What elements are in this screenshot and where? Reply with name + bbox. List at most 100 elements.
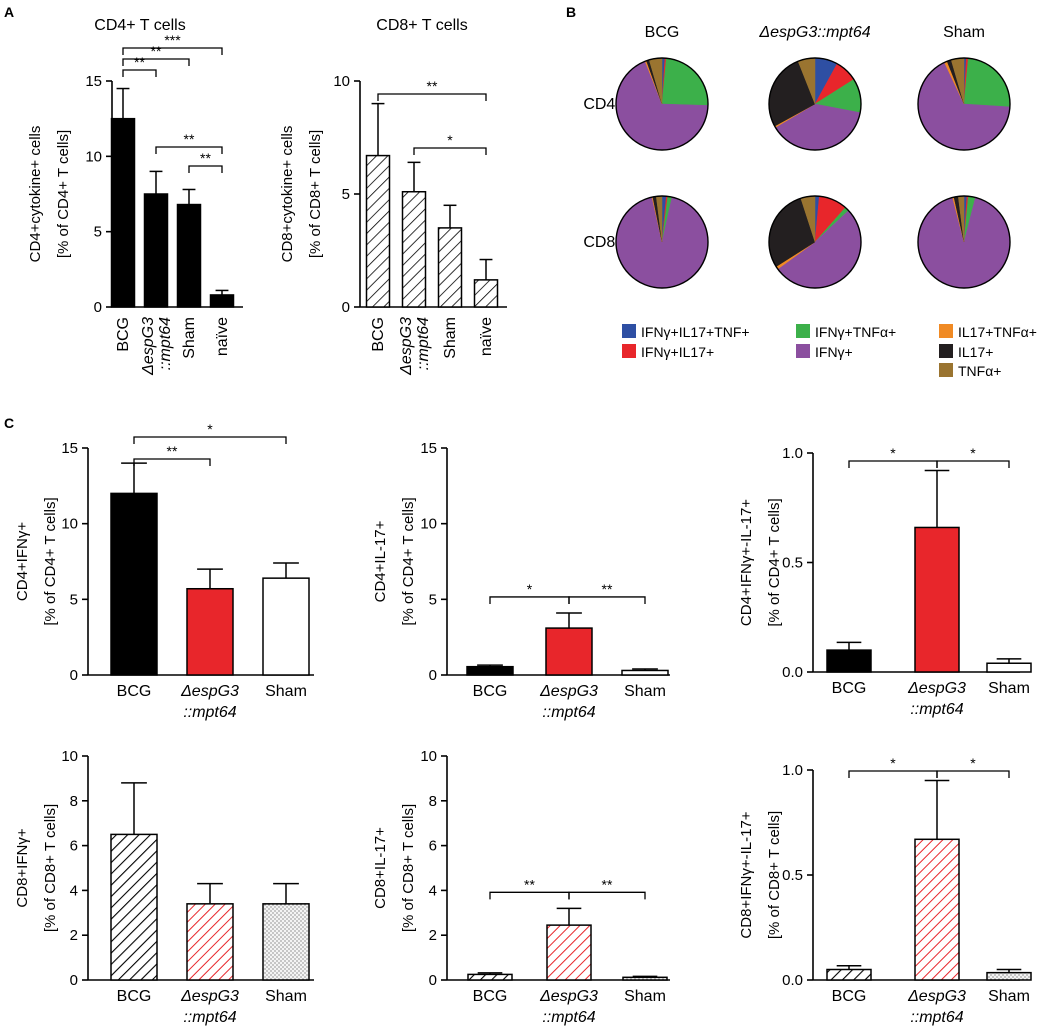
y-tick-label: 10 bbox=[61, 748, 78, 765]
significance-bracket bbox=[848, 770, 938, 778]
y-axis-label: CD4+IL-17+ bbox=[372, 520, 389, 602]
y-axis-label: [% of CD4+ T cells] bbox=[400, 497, 417, 625]
bar-chart-c2: 0 5 10 15 CD4+IL-17+ [% of CD4+ T cells] BCG Δe… bbox=[372, 440, 670, 721]
pie-outline bbox=[917, 57, 1011, 151]
y-tick-label: 0 bbox=[94, 299, 102, 316]
legend-label: TNFα+ bbox=[958, 363, 1001, 379]
category-label: BCG bbox=[117, 988, 152, 1005]
category-label: Sham bbox=[624, 683, 666, 700]
bar bbox=[401, 190, 427, 308]
y-tick-label: 0.5 bbox=[782, 555, 803, 572]
category-label: Sham bbox=[988, 680, 1030, 697]
legend-swatch bbox=[939, 363, 953, 377]
significance-label: ** bbox=[427, 78, 438, 94]
category-label: Sham bbox=[988, 988, 1030, 1005]
y-tick-label: 8 bbox=[70, 793, 78, 810]
significance-bracket bbox=[489, 891, 570, 900]
category-label: ΔespG3 bbox=[140, 317, 157, 376]
pie-slice bbox=[963, 57, 1011, 108]
y-tick-label: 1.0 bbox=[782, 762, 803, 779]
y-tick-label: 2 bbox=[429, 927, 437, 944]
bar bbox=[914, 526, 960, 673]
category-label: naïve bbox=[478, 317, 495, 356]
significance-label: *** bbox=[164, 32, 181, 48]
significance-bracket bbox=[568, 891, 646, 900]
bar bbox=[262, 577, 310, 676]
chart-title: CD4+ T cells bbox=[94, 17, 185, 34]
bar bbox=[365, 154, 391, 308]
category-label: ::mpt64 bbox=[910, 1009, 963, 1026]
category-label: ::mpt64 bbox=[910, 701, 963, 718]
legend-swatch bbox=[796, 344, 810, 358]
significance-label: * bbox=[890, 445, 896, 461]
significance-bracket bbox=[133, 436, 287, 444]
significance-label: * bbox=[890, 755, 896, 771]
pie-outline bbox=[768, 195, 862, 289]
significance-label: ** bbox=[524, 876, 535, 892]
legend-label: IFNγ+IL17+ bbox=[641, 344, 714, 360]
y-tick-label: 5 bbox=[70, 591, 78, 608]
category-label: ::mpt64 bbox=[415, 317, 432, 370]
legend-label: IL17+TNFα+ bbox=[958, 324, 1037, 340]
category-label: ΔespG3 bbox=[180, 683, 239, 700]
significance-label: ** bbox=[200, 150, 211, 166]
y-tick-label: 0.0 bbox=[782, 972, 803, 989]
bar bbox=[467, 973, 513, 981]
category-label: BCG bbox=[370, 317, 387, 352]
pie-row-label: CD8+ bbox=[583, 234, 624, 251]
y-tick-label: 5 bbox=[429, 591, 437, 608]
bar bbox=[437, 227, 463, 308]
pie-slice bbox=[661, 57, 709, 106]
significance-bracket bbox=[568, 596, 646, 604]
significance-label: * bbox=[970, 445, 976, 461]
pie-outline bbox=[615, 57, 709, 151]
legend-label: IFNγ+TNFα+ bbox=[815, 324, 896, 340]
bar bbox=[622, 976, 668, 981]
bar-chart-c4: 0 2 4 6 8 10 CD8+IFNγ+ [% of CD8+ T cells] BCG Δe… bbox=[14, 748, 314, 1026]
y-tick-label: 10 bbox=[85, 148, 102, 165]
y-axis-label: CD8+IFNγ+ bbox=[14, 828, 31, 907]
category-label: BCG bbox=[832, 988, 867, 1005]
pie-outline bbox=[615, 195, 709, 289]
category-label: naïve bbox=[214, 317, 231, 356]
y-tick-label: 4 bbox=[429, 882, 437, 899]
significance-bracket bbox=[188, 165, 223, 173]
y-axis-label: [% of CD8+ T cells] bbox=[307, 130, 324, 258]
pie-chart-grid: BCG ΔespG3::mpt64 ShamCD4+CD8+IFNγ+IL17+TN… bbox=[583, 24, 1037, 379]
y-axis-label: CD4+IFNγ+-IL-17+ bbox=[738, 499, 755, 626]
bar bbox=[986, 662, 1032, 673]
y-tick-label: 5 bbox=[342, 186, 350, 203]
y-tick-label: 0 bbox=[429, 667, 437, 684]
category-label: ::mpt64 bbox=[542, 704, 595, 721]
y-tick-label: 10 bbox=[420, 516, 437, 533]
bar bbox=[986, 971, 1032, 981]
significance-bracket bbox=[413, 147, 487, 155]
significance-bracket bbox=[936, 770, 1010, 778]
bar bbox=[826, 968, 872, 981]
pie-column-label: Sham bbox=[943, 24, 985, 41]
bar bbox=[186, 903, 234, 981]
charts-layer: CD4+ T cells 0 5 10 15 CD4+cytokine+ cells [% … bbox=[14, 17, 1037, 1026]
bar bbox=[262, 903, 310, 981]
significance-label: ** bbox=[151, 43, 162, 59]
bar bbox=[209, 294, 235, 308]
pie-row-label: CD4+ bbox=[583, 96, 624, 113]
category-label: Sham bbox=[265, 683, 307, 700]
category-label: ::mpt64 bbox=[183, 1009, 236, 1026]
panel-label-b: B bbox=[566, 4, 576, 20]
bar bbox=[176, 203, 202, 308]
bar-chart-c3: 0.0 0.5 1.0 CD4+IFNγ+-IL-17+ [% of CD4+ T ce… bbox=[738, 445, 1032, 718]
significance-label: * bbox=[207, 421, 213, 437]
y-tick-label: 0.5 bbox=[782, 867, 803, 884]
y-axis-label: [% of CD8+ T cells] bbox=[766, 811, 783, 939]
y-tick-label: 5 bbox=[94, 224, 102, 241]
bar bbox=[466, 665, 514, 676]
category-label: ΔespG3 bbox=[907, 680, 966, 697]
category-label: ΔespG3 bbox=[907, 988, 966, 1005]
y-tick-label: 15 bbox=[420, 440, 437, 457]
category-label: Sham bbox=[181, 317, 198, 359]
bar-chart-c1: 0 5 10 15 CD4+IFNγ+ [% of CD4+ T cells] BCG Δes… bbox=[14, 421, 314, 721]
category-label: ::mpt64 bbox=[183, 704, 236, 721]
y-tick-label: 15 bbox=[61, 440, 78, 457]
